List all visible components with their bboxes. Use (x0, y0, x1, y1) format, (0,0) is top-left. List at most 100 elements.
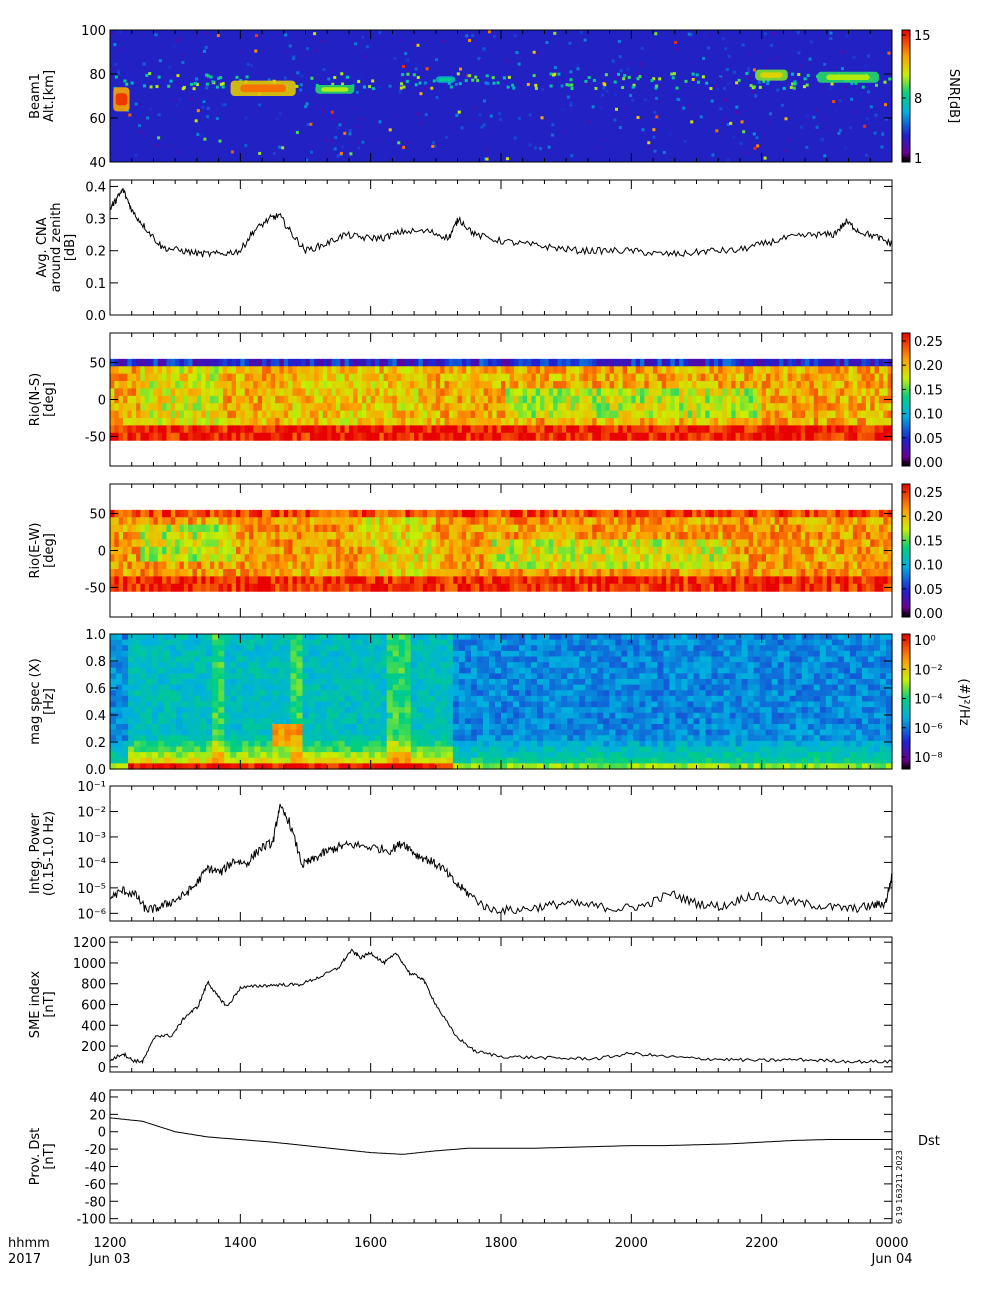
rio-cell (857, 403, 862, 411)
rio-cell (445, 532, 450, 540)
rio-cell (779, 569, 784, 577)
rio-cell (210, 554, 215, 562)
rio-cell (488, 569, 493, 577)
rio-cell (262, 418, 267, 426)
rio-cell (436, 554, 441, 562)
rio-cell (414, 359, 419, 367)
rio-cell (445, 569, 450, 577)
spec-cell (152, 651, 159, 657)
rio-cell (418, 547, 423, 555)
snr-cell (417, 44, 420, 47)
rio-cell (644, 366, 649, 374)
rio-cell (153, 418, 158, 426)
rio-cell (618, 425, 623, 433)
rio-cell (653, 388, 658, 396)
rio-cell (427, 381, 432, 389)
rio-cell (866, 569, 871, 577)
rio-cell (644, 374, 649, 382)
rio-cell (770, 411, 775, 419)
snr-cell (130, 76, 133, 79)
rio-cell (166, 359, 171, 367)
rio-cell (562, 576, 567, 584)
rio-cell (306, 396, 311, 404)
rio-cell (349, 403, 354, 411)
rio-cell (879, 569, 884, 577)
snr-cell (306, 47, 309, 50)
rio-cell (640, 388, 645, 396)
rio-cell (275, 425, 280, 433)
rio-cell (297, 562, 302, 570)
rio-cell (723, 418, 728, 426)
rio-cell (327, 374, 332, 382)
rio-cell (110, 525, 115, 533)
rio-cell (201, 517, 206, 525)
rio-cell (349, 366, 354, 374)
rio-cell (319, 396, 324, 404)
rio-cell (188, 554, 193, 562)
rio-cell (410, 539, 415, 547)
rio-cell (214, 403, 219, 411)
rio-cell (827, 359, 832, 367)
rio-cell (132, 381, 137, 389)
spec-cell (134, 640, 141, 646)
rio-cell (340, 517, 345, 525)
rio-cell (440, 396, 445, 404)
rio-cell (557, 425, 562, 433)
snr-cell (508, 76, 511, 79)
rio-cell (240, 411, 245, 419)
rio-cell (253, 411, 258, 419)
rio-cell (783, 539, 788, 547)
rio-cell (597, 425, 602, 433)
rio-cell (462, 403, 467, 411)
rio-cell (705, 569, 710, 577)
snr-cell (203, 50, 206, 53)
rio-cell (827, 411, 832, 419)
rio-cell (319, 525, 324, 533)
rio-cell (505, 525, 510, 533)
rio-cell (849, 425, 854, 433)
rio-cell (844, 510, 849, 518)
snr-cell (426, 67, 429, 70)
rio-cell (540, 396, 545, 404)
snr-cell (357, 147, 360, 150)
snr-cell (748, 76, 751, 79)
rio-cell (475, 366, 480, 374)
rio-cell (458, 374, 463, 382)
rio-cell (644, 359, 649, 367)
rio-cell (675, 411, 680, 419)
rio-cell (201, 547, 206, 555)
rio-cell (301, 554, 306, 562)
rio-cell (849, 411, 854, 419)
rio-cell (232, 517, 237, 525)
snr-cell (145, 74, 148, 77)
rio-cell (288, 525, 293, 533)
rio-cell (271, 539, 276, 547)
rio-cell (236, 381, 241, 389)
rio-cell (853, 532, 858, 540)
rio-cell (492, 403, 497, 411)
spec-cell (152, 758, 159, 764)
rio-cell (497, 532, 502, 540)
rio-cell (284, 569, 289, 577)
snr-cell (569, 70, 572, 73)
rio-cell (405, 562, 410, 570)
rio-cell (657, 510, 662, 518)
rio-cell (844, 584, 849, 592)
rio-cell (649, 539, 654, 547)
rio-cell (510, 366, 515, 374)
rio-cell (744, 547, 749, 555)
rio-cell (531, 532, 536, 540)
snr-cell (389, 85, 392, 88)
rio-cell (579, 539, 584, 547)
snr-cell (419, 122, 422, 125)
rio-cell (775, 554, 780, 562)
rio-cell (849, 396, 854, 404)
rio-cell (510, 433, 515, 441)
snr-cell (490, 115, 493, 118)
rio-cell (327, 396, 332, 404)
rio-cell (132, 433, 137, 441)
rio-cell (431, 562, 436, 570)
rio-cell (705, 388, 710, 396)
snr-cell (258, 152, 261, 155)
rio-cell (510, 576, 515, 584)
